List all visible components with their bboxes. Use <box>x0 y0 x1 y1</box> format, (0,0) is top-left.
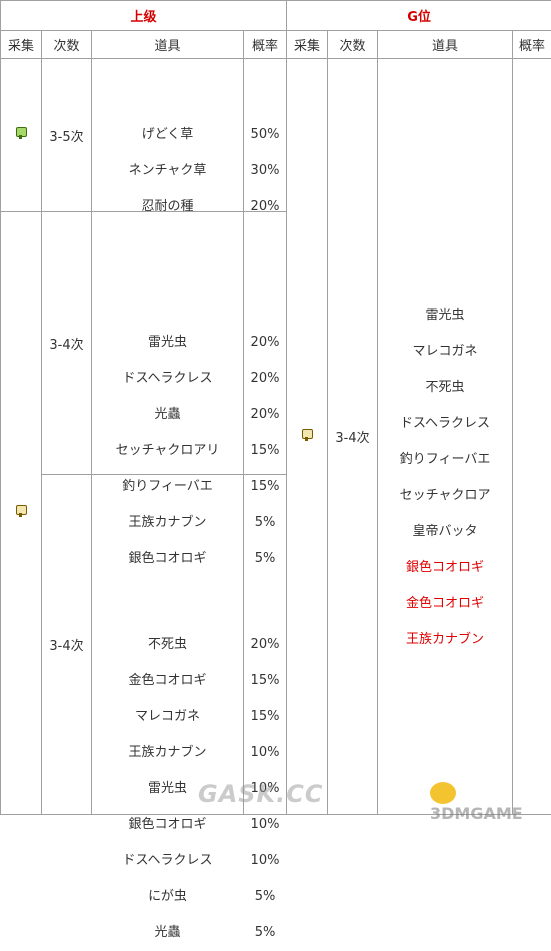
watermark-3dm: 3DMGAME <box>430 782 551 823</box>
list-item: 不死虫 <box>147 636 187 652</box>
list-item: 30% <box>250 163 280 178</box>
list-item: 雷光虫 <box>147 335 187 350</box>
gather-cell <box>0 58 42 212</box>
list-item: 10% <box>250 852 280 868</box>
list-item: 20% <box>250 407 280 422</box>
list-item: 5% <box>254 515 276 530</box>
list-item: 10% <box>250 744 280 760</box>
list-item: 15% <box>250 479 280 494</box>
list-item: ネンチャク草 <box>128 163 207 178</box>
herb-gather-icon <box>15 127 27 139</box>
gather-cell <box>286 58 329 815</box>
item-list: 雷光虫ドスヘラクレス 光蟲セッチャクロアリ 釣りフィーバエ 王族カナブン 銀色コオロギ <box>91 211 244 566</box>
list-item: マレコガネ <box>134 708 200 724</box>
section-title-upper: 上级 <box>0 0 288 31</box>
list-item: 5% <box>254 924 276 940</box>
times-cell: 3-4次 <box>327 58 379 815</box>
list-item: 皇帝バッタ <box>412 524 478 539</box>
list-item: 10% <box>250 780 280 796</box>
list-item: 20% <box>250 636 280 652</box>
rate-list: 50% 30% 20% <box>242 58 288 214</box>
list-item: 忍耐の種 <box>141 199 194 214</box>
col-header-item: 道具 <box>377 30 514 59</box>
list-item: 20% <box>250 371 280 386</box>
list-item: 銀色コオロギ <box>128 551 207 566</box>
list-item: 王族カナブン <box>128 744 207 760</box>
list-item: 50% <box>250 127 280 142</box>
list-item: 5% <box>254 888 276 904</box>
gather-cell <box>0 211 42 815</box>
list-item: 15% <box>250 672 280 688</box>
list-item: ドスヘラクレス <box>399 416 491 431</box>
list-item: 10% <box>250 816 280 832</box>
col-header-gather: 采集 <box>0 30 42 59</box>
col-header-rate: 概率 <box>242 30 288 59</box>
bug-net-icon <box>301 428 314 441</box>
list-item: ドスヘラクレス <box>122 852 213 868</box>
item-list: げどく草ネンチャク草 忍耐の種 <box>91 58 244 214</box>
list-item: セッチャクロアリ <box>115 443 220 458</box>
list-item: 銀色コオロギ <box>128 816 207 832</box>
times-cell: 3-4次 <box>41 474 92 815</box>
list-item: セッチャクロア <box>399 488 491 503</box>
item-list-g: 雷光虫マレコガネ不死虫ドスヘラクレス 釣りフィーバエ セッチャクロア 皇帝バッタ銀色コ… <box>377 58 514 815</box>
col-header-gather: 采集 <box>286 30 329 59</box>
col-header-rate: 概率 <box>512 30 551 59</box>
list-item: 20% <box>250 199 280 214</box>
list-item: 銀色コオロギ <box>406 560 485 575</box>
list-item: マレコガネ <box>412 344 478 359</box>
col-header-times: 次数 <box>41 30 92 59</box>
col-header-times: 次数 <box>327 30 379 59</box>
list-item: 光蟲 <box>154 407 181 422</box>
list-item: 15% <box>250 443 280 458</box>
list-item: 15% <box>250 708 280 724</box>
list-item: 王族カナブン <box>128 515 207 530</box>
list-item: 王族カナブン <box>406 632 485 647</box>
times-cell: 3-4次 <box>41 211 92 475</box>
list-item: 20% <box>250 335 280 350</box>
list-item: 不死虫 <box>425 380 465 395</box>
rate-list: 20% 20% 20% 15% 15% 5% 5% <box>242 211 288 566</box>
watermark-gask: GASK.CC <box>198 780 324 808</box>
list-item: 釣りフィーバエ <box>399 452 491 467</box>
list-item: ドスヘラクレス <box>122 371 213 386</box>
list-item: 金色コオロギ <box>128 672 207 688</box>
list-item: 金色コオロギ <box>406 596 485 611</box>
list-item: 雷光虫 <box>147 780 187 796</box>
list-item: 光蟲 <box>154 924 181 940</box>
list-item: 5% <box>254 551 276 566</box>
mascot-icon <box>430 782 456 804</box>
section-title-g: G位 <box>286 0 551 31</box>
list-item: げどく草 <box>141 127 194 142</box>
bug-net-icon <box>15 505 27 517</box>
list-item: 釣りフィーバエ <box>122 479 213 494</box>
col-header-item: 道具 <box>91 30 244 59</box>
times-cell: 3-5次 <box>41 58 92 212</box>
list-item: 雷光虫 <box>425 308 465 323</box>
rate-cell-empty <box>512 58 551 815</box>
list-item: にが虫 <box>148 888 187 904</box>
